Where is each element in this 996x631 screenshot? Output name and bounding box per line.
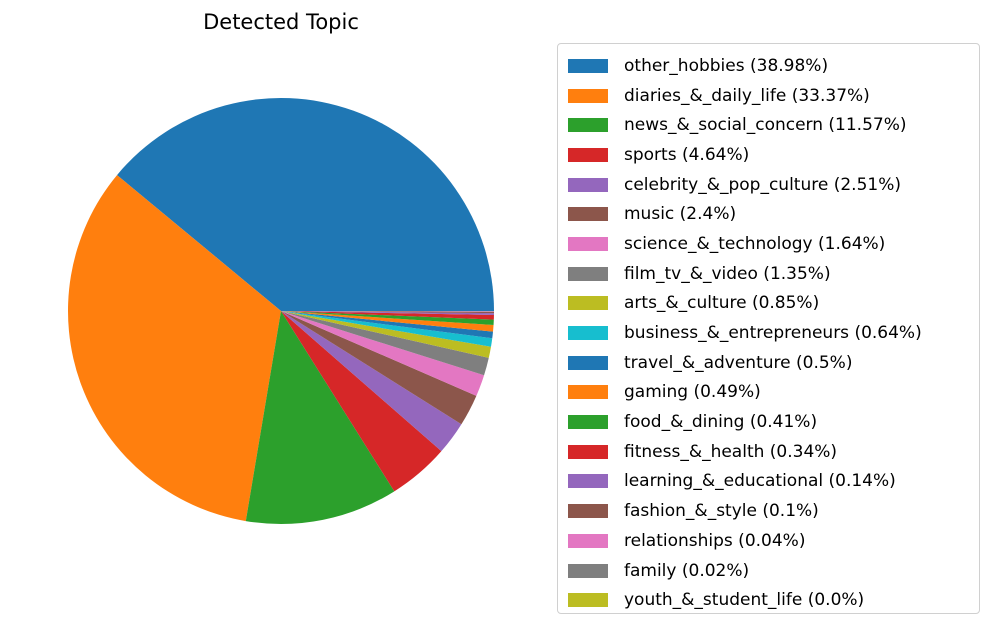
legend-swatch	[568, 236, 608, 251]
chart-title: Detected Topic	[203, 10, 359, 34]
pie-slice-7	[281, 311, 489, 376]
legend-swatch	[568, 296, 608, 311]
legend-item: other_hobbies (38.98%)	[558, 51, 979, 81]
legend-item: business_&_entrepreneurs (0.64%)	[558, 318, 979, 348]
legend-item: sports (4.64%)	[558, 140, 979, 170]
pie-chart	[68, 97, 494, 524]
legend-label: arts_&_culture (0.85%)	[624, 293, 820, 314]
legend-item: science_&_technology (1.64%)	[558, 229, 979, 259]
pie-slice-1	[68, 175, 281, 522]
legend-label: science_&_technology (1.64%)	[624, 233, 886, 254]
legend: other_hobbies (38.98%) diaries_&_daily_li…	[557, 43, 980, 614]
legend-label: relationships (0.04%)	[624, 530, 806, 551]
legend-item: news_&_social_concern (11.57%)	[558, 110, 979, 140]
legend-swatch	[568, 88, 608, 103]
legend-label: other_hobbies (38.98%)	[624, 55, 829, 76]
legend-label: gaming (0.49%)	[624, 382, 761, 403]
pie-slice-2	[245, 311, 395, 524]
legend-label: fashion_&_style (0.1%)	[624, 501, 819, 522]
pie-slice-15	[281, 311, 494, 314]
legend-label: business_&_entrepreneurs (0.64%)	[624, 323, 922, 344]
pie-slice-0	[117, 97, 494, 311]
pie-slice-5	[281, 311, 477, 425]
legend-item: music (2.4%)	[558, 199, 979, 229]
legend-label: family (0.02%)	[624, 560, 750, 581]
legend-item: celebrity_&_pop_culture (2.51%)	[558, 170, 979, 200]
legend-label: film_tv_&_video (1.35%)	[624, 263, 831, 284]
legend-item: travel_&_adventure (0.5%)	[558, 348, 979, 378]
legend-label: diaries_&_daily_life (33.37%)	[624, 85, 870, 106]
legend-label: music (2.4%)	[624, 204, 737, 225]
legend-item: fashion_&_style (0.1%)	[558, 496, 979, 526]
legend-swatch	[568, 415, 608, 430]
legend-swatch	[568, 118, 608, 133]
pie-slice-12	[281, 311, 494, 326]
legend-label: food_&_dining (0.41%)	[624, 412, 818, 433]
legend-item: arts_&_culture (0.85%)	[558, 289, 979, 319]
legend-swatch	[568, 385, 608, 400]
legend-swatch	[568, 593, 608, 608]
legend-item: diaries_&_daily_life (33.37%)	[558, 81, 979, 111]
legend-swatch	[568, 266, 608, 281]
legend-label: learning_&_educational (0.14%)	[624, 471, 896, 492]
pie-slice-3	[281, 311, 442, 492]
legend-label: news_&_social_concern (11.57%)	[624, 115, 907, 136]
pie-slice-11	[281, 311, 494, 332]
legend-item: learning_&_educational (0.14%)	[558, 467, 979, 497]
legend-item: food_&_dining (0.41%)	[558, 407, 979, 437]
legend-item: film_tv_&_video (1.35%)	[558, 259, 979, 289]
legend-swatch	[568, 504, 608, 519]
legend-item: family (0.02%)	[558, 556, 979, 586]
pie-slice-4	[281, 311, 462, 452]
legend-swatch	[568, 563, 608, 578]
legend-item: fitness_&_health (0.34%)	[558, 437, 979, 467]
legend-swatch	[568, 177, 608, 192]
legend-swatch	[568, 444, 608, 459]
legend-swatch	[568, 326, 608, 341]
legend-swatch	[568, 474, 608, 489]
pie-slice-16	[281, 311, 494, 312]
legend-label: youth_&_student_life (0.0%)	[624, 590, 865, 611]
legend-label: fitness_&_health (0.34%)	[624, 441, 838, 462]
pie-slice-13	[281, 311, 494, 320]
legend-swatch	[568, 355, 608, 370]
legend-item: relationships (0.04%)	[558, 526, 979, 556]
pie-slice-14	[281, 311, 494, 316]
legend-swatch	[568, 58, 608, 73]
legend-item: gaming (0.49%)	[558, 378, 979, 408]
pie-slice-8	[281, 311, 491, 358]
legend-swatch	[568, 207, 608, 222]
pie-slice-6	[281, 311, 485, 396]
pie-slice-9	[281, 311, 493, 347]
legend-item: youth_&_student_life (0.0%)	[558, 585, 979, 615]
legend-swatch	[568, 147, 608, 162]
pie-slice-10	[281, 311, 494, 339]
legend-swatch	[568, 533, 608, 548]
legend-label: travel_&_adventure (0.5%)	[624, 352, 853, 373]
legend-label: sports (4.64%)	[624, 144, 750, 165]
legend-label: celebrity_&_pop_culture (2.51%)	[624, 174, 901, 195]
